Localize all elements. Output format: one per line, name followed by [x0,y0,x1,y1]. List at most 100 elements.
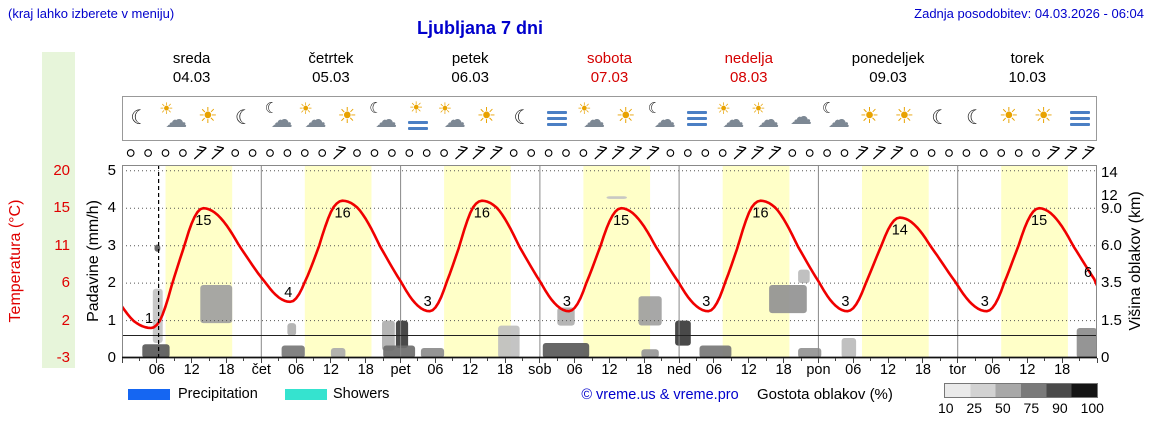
moon-icon: ☾ [513,105,532,129]
hour-label: 06 [427,362,444,378]
fog-icon [1063,98,1099,138]
showers-swatch [285,389,327,400]
hour-label: 12 [1019,362,1036,378]
density-scale-value: 10 [938,400,954,416]
day-header-sreda: sreda 04.03 [122,50,261,92]
time-tick [138,358,140,361]
time-tick [539,358,541,363]
time-tick [783,358,785,363]
day-abbrev-label: tor [949,362,967,378]
temp-tick-label: 11 [54,236,70,254]
calm-wind-icon [962,149,971,157]
time-tick [521,358,523,361]
calm-wind-icon [910,149,919,157]
day-header-sobota: sobota 07.03 [540,50,679,92]
moon-icon: ☾ [130,105,149,129]
daily-max-label: 15 [195,213,211,229]
sun-icon: ☀ [998,104,1019,129]
cloud-layer [200,285,233,324]
calm-wind-icon [683,149,692,157]
time-tick [992,358,994,363]
sun-icon: ☀ [198,104,218,129]
calm-wind-icon [823,149,831,157]
time-tick [661,358,663,361]
precipitation-label: Precipitation [178,386,258,402]
daily-max-label: 14 [892,223,908,239]
calm-wind-icon [562,149,570,157]
time-tick [243,358,245,361]
wind-barb-icon [455,145,468,160]
calm-wind-icon [231,149,240,157]
time-tick [835,358,837,361]
cloud-layer [699,345,732,358]
cloud-layer [798,348,822,358]
wind-barb-icon [733,145,747,160]
time-tick [922,358,924,363]
calm-wind-icon [266,149,274,157]
copyright-link[interactable]: © vreme.us & vreme.pro [581,387,739,403]
temp-axis-background [42,52,75,368]
temperature-curve [122,199,1097,330]
time-tick [469,358,471,363]
day-date: 08.03 [729,68,768,86]
showers-label: Showers [333,386,390,402]
wind-barb-icon [855,145,869,160]
density-scale-value: 100 [1080,400,1104,416]
cloud-tick-label: 3.5 [1101,274,1122,292]
wind-barb-icon [193,145,207,160]
time-tick [121,358,123,363]
calm-wind-icon [388,149,396,157]
time-tick [417,358,419,361]
hour-label: 18 [636,362,653,378]
temp-axis-title: Temperatura (°C) [7,199,24,323]
cloud-layer [498,325,520,358]
daily-max-label: 16 [474,206,490,222]
temp-tick-label: 6 [61,274,70,292]
time-tick [1079,358,1081,361]
sun-icon: ☀ [894,104,915,129]
day-name: sreda [172,50,211,67]
hour-label: 18 [357,362,374,378]
day-header-ponedeljek: ponedeljek 09.03 [818,50,957,92]
wind-barb-icon [211,145,225,160]
cloud-layer [769,285,807,314]
cloud-layer [281,345,305,358]
day-abbrev-label: sob [528,362,552,378]
day-header-nedelja: nedelja 08.03 [679,50,818,92]
calm-wind-icon [701,149,710,157]
day-date: 06.03 [451,68,489,86]
cloud-layer [287,323,297,336]
cloud-tick-label: 6.0 [1101,236,1122,254]
wind-barb-icon [751,145,764,160]
cloud-layer [675,320,691,346]
hour-label: 18 [218,362,235,378]
hour-label: 06 [566,362,583,378]
calm-wind-icon [248,149,257,157]
day-date: 04.03 [172,68,211,86]
day-name: nedelja [724,50,773,67]
weather-icon-strip: ☾ ☀ ☁ ☀ ☾ ☾ ☁ ☀ ☁ ☀ ☾ ☁ ☀ ☀ ☁ ☀ ☾ ☀ ☁ ☀ ☾ ☁ ☀ ☁ ☀ ☁ ☁ ☾ ☁ ☀ ☀ ☾ ☾ ☀ ☀ [122,96,1097,141]
time-tick [591,358,593,361]
time-tick [904,358,906,361]
time-tick [295,358,297,363]
plot-area: 15 1 16 4 16 3 15 3 16 3 14 3 15 3 6 [122,165,1097,359]
hour-label: 18 [496,362,514,378]
cloud-layer [383,345,416,358]
time-tick [1009,358,1011,361]
cloud-layer [841,338,857,358]
cloudsun-icon: ☀ ☁ [159,99,188,133]
cloudmoon-icon: ☾ ☁ [821,99,850,133]
calm-wind-icon [945,149,953,157]
time-tick [643,358,645,363]
time-tick [347,358,349,361]
time-tick [696,358,698,361]
wind-barb-icon [1047,145,1060,160]
hour-label: 06 [705,362,723,378]
calm-wind-icon [527,149,536,157]
calm-wind-icon [979,149,988,157]
daily-max-label: 16 [752,206,768,222]
cloud-layer [606,196,627,199]
moon-icon: ☾ [966,105,985,129]
day-header-četrtek: četrtek 05.03 [261,50,400,92]
moon-icon: ☾ [931,105,950,129]
